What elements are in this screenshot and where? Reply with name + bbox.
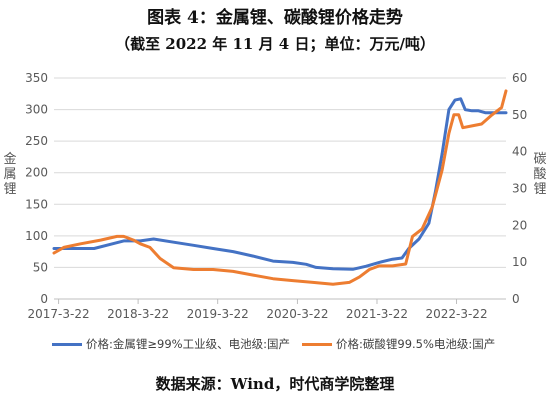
x-axis-ticks: 2017-3-22 2018-3-22 2019-3-22 2020-3-22 2021…: [28, 298, 506, 321]
legend-swatch-blue: [52, 342, 82, 346]
data-source-note: 数据来源：Wind，时代商学院整理: [155, 375, 395, 393]
left-tick-label: 0: [40, 292, 48, 306]
x-tick-label: 2020-3-22: [266, 307, 328, 321]
x-tick-label: 2018-3-22: [107, 307, 169, 321]
series-line-lithium-carbonate: [52, 89, 508, 286]
legend-label: 价格:金属锂≥99%工业级、电池级:国产: [86, 337, 290, 351]
left-tick-label: 150: [25, 197, 48, 211]
right-axis-ticks: 0 10 20 30 40 50 60: [512, 71, 527, 306]
legend-item-lithium-carbonate: 价格:碳酸锂99.5%电池级:国产: [302, 336, 495, 352]
left-tick-label: 250: [25, 134, 48, 148]
x-tick-label: 2021-3-22: [346, 307, 408, 321]
chart-legend: 价格:金属锂≥99%工业级、电池级:国产 价格:碳酸锂99.5%电池级:国产: [0, 336, 550, 356]
right-tick-label: 30: [512, 182, 527, 196]
x-tick-label: 2022-3-22: [425, 307, 487, 321]
right-tick-label: 50: [512, 108, 527, 122]
left-tick-label: 100: [25, 229, 48, 243]
series-line-lithium-metal: [52, 97, 508, 271]
left-axis-title: 金属锂: [3, 152, 17, 197]
legend-item-lithium-metal: 价格:金属锂≥99%工业级、电池级:国产: [52, 336, 290, 352]
right-tick-label: 40: [512, 145, 527, 159]
right-tick-label: 10: [512, 255, 527, 269]
legend-swatch-orange: [302, 342, 332, 346]
left-tick-label: 350: [25, 71, 48, 85]
x-tick-label: 2019-3-22: [187, 307, 249, 321]
x-tick-label: 2017-3-22: [28, 307, 90, 321]
right-tick-label: 0: [512, 292, 520, 306]
right-tick-label: 20: [512, 218, 527, 232]
series-lines: [52, 89, 508, 286]
left-axis-ticks: 0 50 100 150 200 250 300 350: [25, 71, 48, 306]
chart-subtitle: （截至 2022 年 11 月 4 日；单位：万元/吨）: [115, 35, 435, 53]
left-tick-label: 300: [25, 103, 48, 117]
right-axis-title: 碳酸锂: [533, 152, 547, 197]
left-tick-label: 50: [33, 260, 48, 274]
chart-title: 图表 4：金属锂、碳酸锂价格走势: [147, 8, 403, 28]
legend-label: 价格:碳酸锂99.5%电池级:国产: [336, 337, 496, 351]
right-tick-label: 60: [512, 71, 527, 85]
left-tick-label: 200: [25, 166, 48, 180]
